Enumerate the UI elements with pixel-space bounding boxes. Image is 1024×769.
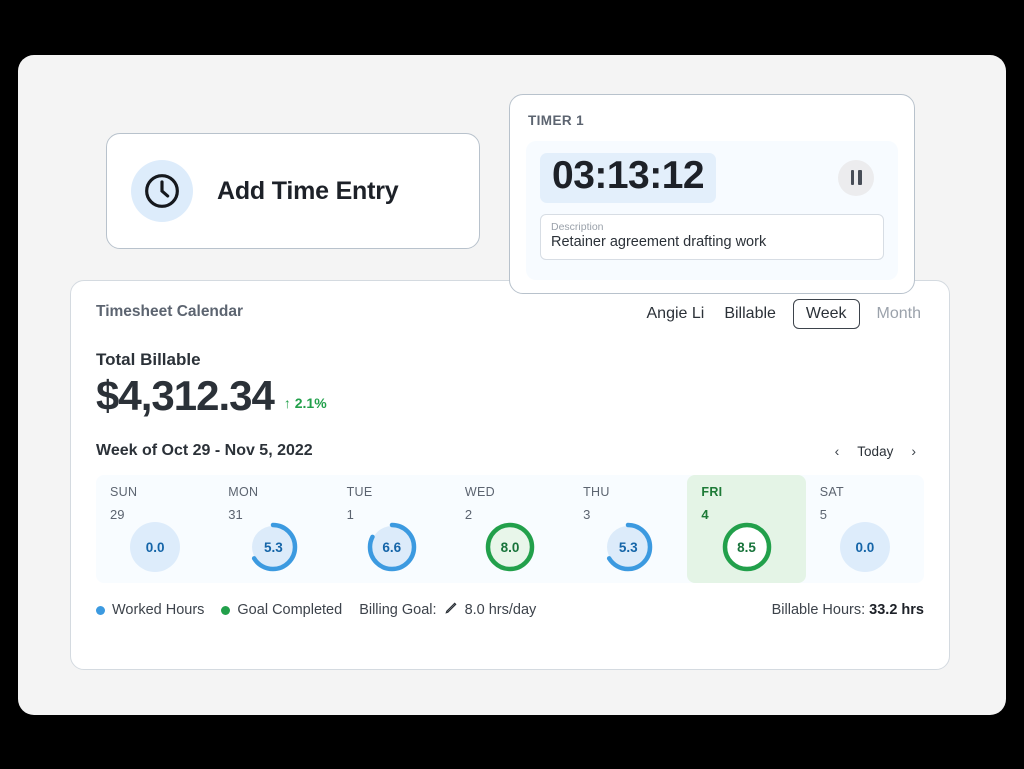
timesheet-panel: Timesheet Calendar Angie Li Billable Wee…: [70, 280, 950, 670]
timesheet-tabs: Angie Li Billable Week Month: [644, 299, 925, 329]
total-billable-label: Total Billable: [96, 350, 201, 369]
total-billable-amount: $4,312.34: [96, 372, 275, 419]
calendar-day-cell-wed[interactable]: WED 2 8.0: [451, 475, 569, 583]
clock-icon: [131, 160, 193, 222]
day-progress-ring: 0.0: [839, 521, 891, 573]
total-billable-row: $4,312.34 ↑ 2.1%: [96, 375, 924, 417]
day-number-label: 31: [228, 507, 243, 522]
tab-month[interactable]: Month: [876, 305, 921, 322]
week-nav-controls: ‹ Today ›: [827, 439, 924, 463]
billable-hours-value: 33.2 hrs: [869, 602, 924, 618]
today-button[interactable]: Today: [849, 440, 901, 463]
day-progress-ring: 8.0: [484, 521, 536, 573]
day-name-label: TUE: [346, 485, 373, 499]
day-hours-value: 5.3: [618, 539, 638, 555]
tab-angie-li[interactable]: Angie Li: [646, 305, 705, 322]
tab-week[interactable]: Week: [792, 299, 860, 329]
day-number-label: 29: [110, 507, 125, 522]
page-title: Timesheet Calendar: [96, 303, 244, 320]
legend-items: Worked Hours Goal Completed Billing Goal…: [96, 601, 536, 619]
tab-billable[interactable]: Billable: [724, 305, 776, 322]
legend-worked-hours-label: Worked Hours: [112, 602, 205, 618]
day-progress-ring: 5.3: [247, 521, 299, 573]
total-billable-delta: ↑ 2.1%: [283, 395, 327, 411]
day-name-label: FRI: [701, 485, 723, 499]
day-name-label: WED: [464, 485, 495, 499]
timer-body: 03:13:12 Description Retainer agreement …: [526, 141, 898, 280]
day-name-label: SAT: [819, 485, 844, 499]
day-hours-value: 0.0: [145, 539, 165, 555]
timer-elapsed-value: 03:13:12: [540, 153, 717, 203]
pause-bar-right: [858, 170, 862, 186]
calendar-day-cell-sun[interactable]: SUN 29 0.0: [96, 475, 214, 583]
week-range-title: Week of Oct 29 - Nov 5, 2022: [96, 442, 313, 459]
add-time-entry-button[interactable]: Add Time Entry: [106, 133, 480, 249]
day-hours-value: 8.5: [737, 539, 756, 555]
add-time-entry-label: Add Time Entry: [217, 176, 399, 205]
billing-goal[interactable]: Billing Goal: 8.0 hrs/day: [359, 601, 536, 619]
billable-hours-label: Billable Hours:: [771, 602, 866, 618]
timer-description-label: Description: [551, 220, 604, 233]
week-navigation-row: Week of Oct 29 - Nov 5, 2022 ‹ Today ›: [96, 439, 924, 463]
pause-bar-left: [850, 170, 854, 186]
timer-description-value[interactable]: Retainer agreement drafting work: [551, 233, 767, 250]
day-progress-ring: 8.5: [721, 521, 773, 573]
day-progress-ring: 5.3: [602, 521, 654, 573]
day-number-label: 1: [346, 507, 354, 522]
calendar-day-cell-tue[interactable]: TUE 1 6.6: [333, 475, 451, 583]
day-number-label: 2: [464, 507, 473, 522]
day-number-label: 3: [583, 507, 591, 522]
billing-goal-value: 8.0 hrs/day: [464, 602, 537, 618]
day-hours-value: 6.6: [382, 539, 402, 555]
day-name-label: THU: [583, 485, 610, 499]
pencil-icon[interactable]: [444, 601, 458, 619]
calendar-week-strip: SUN 29 0.0 MON 31 5.3 TUE 1 6.6 WED 2 8.0 THU 3 5.3 FRI…: [96, 475, 924, 583]
legend-goal-completed-label: Goal Completed: [237, 602, 343, 618]
day-number-label: 5: [819, 507, 827, 522]
legend-worked-hours: Worked Hours: [96, 602, 204, 618]
billable-hours-summary: Billable Hours: 33.2 hrs: [772, 602, 924, 618]
pause-icon[interactable]: [838, 159, 874, 196]
chevron-right-icon[interactable]: ›: [903, 439, 924, 463]
legend-dot-green-icon: [221, 605, 231, 615]
calendar-day-cell-thu[interactable]: THU 3 5.3: [569, 475, 687, 583]
legend-dot-blue-icon: [96, 605, 105, 615]
day-hours-value: 0.0: [855, 539, 875, 555]
day-name-label: MON: [228, 485, 259, 499]
chevron-left-icon[interactable]: ‹: [827, 439, 848, 463]
day-progress-ring: 6.6: [366, 521, 418, 573]
calendar-legend: Worked Hours Goal Completed Billing Goal…: [96, 601, 924, 619]
timer-description-field[interactable]: Description Retainer agreement drafting …: [540, 213, 884, 260]
day-hours-value: 5.3: [264, 539, 283, 555]
calendar-day-cell-sat[interactable]: SAT 5 0.0: [806, 475, 924, 583]
timer-card: TIMER 1 03:13:12 Description Retainer ag…: [509, 94, 915, 294]
timer-title: TIMER 1: [528, 113, 585, 128]
timer-display-row: 03:13:12: [540, 153, 884, 203]
legend-goal-completed: Goal Completed: [221, 602, 342, 618]
calendar-day-cell-fri[interactable]: FRI 4 8.5: [687, 475, 806, 583]
billing-goal-label: Billing Goal:: [359, 602, 437, 618]
day-progress-ring: 0.0: [129, 521, 181, 573]
app-window: Add Time Entry TIMER 1 03:13:12 Descript…: [18, 55, 1006, 715]
day-hours-value: 8.0: [500, 539, 520, 555]
calendar-day-cell-mon[interactable]: MON 31 5.3: [214, 475, 332, 583]
day-number-label: 4: [701, 507, 709, 522]
timesheet-header: Timesheet Calendar Angie Li Billable Wee…: [96, 299, 924, 329]
day-name-label: SUN: [110, 485, 138, 499]
